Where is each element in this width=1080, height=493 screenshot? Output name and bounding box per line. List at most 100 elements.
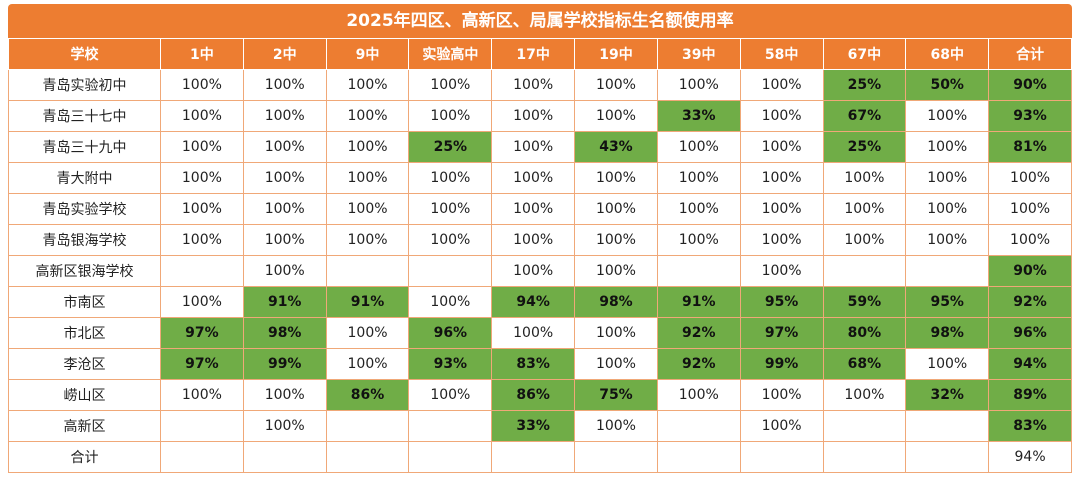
table-cell: 100% bbox=[242, 224, 327, 256]
table-cell: 100% bbox=[242, 255, 327, 287]
row-label: 李沧区 bbox=[8, 348, 161, 380]
table-cell: 100% bbox=[160, 69, 244, 101]
table-cell: 59% bbox=[822, 286, 907, 318]
table-cell: 100% bbox=[160, 100, 244, 132]
table-cell: 100% bbox=[822, 193, 907, 225]
table-row: 崂山区 100% 100% 86% 100% 86% 75% 100% 100% 100% 32% 8… bbox=[8, 379, 1072, 411]
table-cell: 100% bbox=[739, 410, 824, 442]
table-cell: 98% bbox=[242, 317, 327, 349]
table-cell: 100% bbox=[325, 348, 410, 380]
table-cell: 100% bbox=[574, 224, 658, 256]
table-cell: 75% bbox=[574, 379, 658, 411]
table-cell: 100% bbox=[656, 162, 741, 194]
header-cell: 58中 bbox=[739, 38, 824, 70]
header-cell: 39中 bbox=[656, 38, 741, 70]
table-cell: 100% bbox=[325, 100, 410, 132]
table-cell: 100% bbox=[242, 193, 327, 225]
table-row: 高新区 100% 33% 100% 100% 83% bbox=[8, 410, 1072, 442]
table-cell: 100% bbox=[491, 317, 576, 349]
table-cell: 86% bbox=[491, 379, 576, 411]
table-cell: 100% bbox=[325, 162, 410, 194]
table-cell bbox=[822, 255, 907, 287]
row-label: 市北区 bbox=[8, 317, 161, 349]
table-cell bbox=[325, 255, 410, 287]
table-cell: 100% bbox=[574, 348, 658, 380]
table-cell: 91% bbox=[656, 286, 741, 318]
table-cell bbox=[491, 441, 576, 473]
table-cell bbox=[656, 410, 741, 442]
row-label: 青岛银海学校 bbox=[8, 224, 161, 256]
table-cell: 100% bbox=[408, 69, 493, 101]
row-label: 青岛三十七中 bbox=[8, 100, 161, 132]
table-cell bbox=[574, 441, 658, 473]
table-cell: 32% bbox=[905, 379, 990, 411]
table-cell: 100% bbox=[242, 162, 327, 194]
row-label: 市南区 bbox=[8, 286, 161, 318]
table-cell: 95% bbox=[739, 286, 824, 318]
table-cell: 100% bbox=[242, 131, 327, 163]
header-cell: 2中 bbox=[242, 38, 327, 70]
table-cell: 100% bbox=[656, 193, 741, 225]
table-cell: 83% bbox=[988, 410, 1072, 442]
table-cell: 100% bbox=[656, 69, 741, 101]
header-cell: 67中 bbox=[822, 38, 907, 70]
table-cell bbox=[739, 441, 824, 473]
table-cell: 100% bbox=[574, 100, 658, 132]
table-cell: 100% bbox=[656, 131, 741, 163]
table-cell: 83% bbox=[491, 348, 576, 380]
table-cell: 100% bbox=[408, 286, 493, 318]
table-cell: 89% bbox=[988, 379, 1072, 411]
table-cell: 100% bbox=[242, 69, 327, 101]
table-cell bbox=[242, 441, 327, 473]
table-cell: 100% bbox=[822, 379, 907, 411]
header-cell: 9中 bbox=[325, 38, 410, 70]
table-cell: 100% bbox=[242, 410, 327, 442]
table-card: 2025年四区、高新区、局属学校指标生名额使用率 学校 1中 2中 9中 实验高中 17中… bbox=[8, 4, 1072, 473]
table-cell: 99% bbox=[242, 348, 327, 380]
table-cell: 93% bbox=[988, 100, 1072, 132]
table-cell: 92% bbox=[656, 348, 741, 380]
table-cell: 100% bbox=[574, 162, 658, 194]
table-cell: 100% bbox=[988, 193, 1072, 225]
table-cell: 100% bbox=[325, 193, 410, 225]
table-cell: 90% bbox=[988, 255, 1072, 287]
table-cell: 100% bbox=[739, 255, 824, 287]
table-cell: 99% bbox=[739, 348, 824, 380]
table-cell: 100% bbox=[739, 100, 824, 132]
table-title: 2025年四区、高新区、局属学校指标生名额使用率 bbox=[8, 4, 1072, 38]
table-cell: 80% bbox=[822, 317, 907, 349]
table-cell: 100% bbox=[905, 224, 990, 256]
row-label: 青岛实验初中 bbox=[8, 69, 161, 101]
table-cell: 100% bbox=[822, 162, 907, 194]
row-label: 青岛实验学校 bbox=[8, 193, 161, 225]
table-row: 李沧区 97% 99% 100% 93% 83% 100% 92% 99% 68% 100% 94% bbox=[8, 348, 1072, 380]
table-cell: 100% bbox=[160, 379, 244, 411]
table-cell bbox=[408, 441, 493, 473]
header-cell: 17中 bbox=[491, 38, 576, 70]
header-cell: 1中 bbox=[160, 38, 244, 70]
table-cell: 91% bbox=[325, 286, 410, 318]
table-cell: 67% bbox=[822, 100, 907, 132]
table-row: 高新区银海学校 100% 100% 100% 100% 90% bbox=[8, 255, 1072, 287]
table-cell: 100% bbox=[574, 255, 658, 287]
table-cell: 97% bbox=[160, 317, 244, 349]
table-cell: 98% bbox=[905, 317, 990, 349]
header-cell: 实验高中 bbox=[408, 38, 493, 70]
table-cell: 100% bbox=[160, 193, 244, 225]
table-cell: 100% bbox=[656, 224, 741, 256]
table-cell bbox=[408, 255, 493, 287]
table-row: 青岛实验学校 100% 100% 100% 100% 100% 100% 100% 100% 10… bbox=[8, 193, 1072, 225]
table-cell: 100% bbox=[491, 193, 576, 225]
table-cell: 86% bbox=[325, 379, 410, 411]
table-cell: 94% bbox=[988, 348, 1072, 380]
table-cell: 91% bbox=[242, 286, 327, 318]
row-label: 高新区 bbox=[8, 410, 161, 442]
table-cell: 100% bbox=[574, 193, 658, 225]
table-cell: 43% bbox=[574, 131, 658, 163]
table-cell: 100% bbox=[325, 131, 410, 163]
table-cell: 33% bbox=[656, 100, 741, 132]
row-label: 崂山区 bbox=[8, 379, 161, 411]
table-cell bbox=[160, 255, 244, 287]
row-label: 高新区银海学校 bbox=[8, 255, 161, 287]
table-cell: 100% bbox=[739, 69, 824, 101]
